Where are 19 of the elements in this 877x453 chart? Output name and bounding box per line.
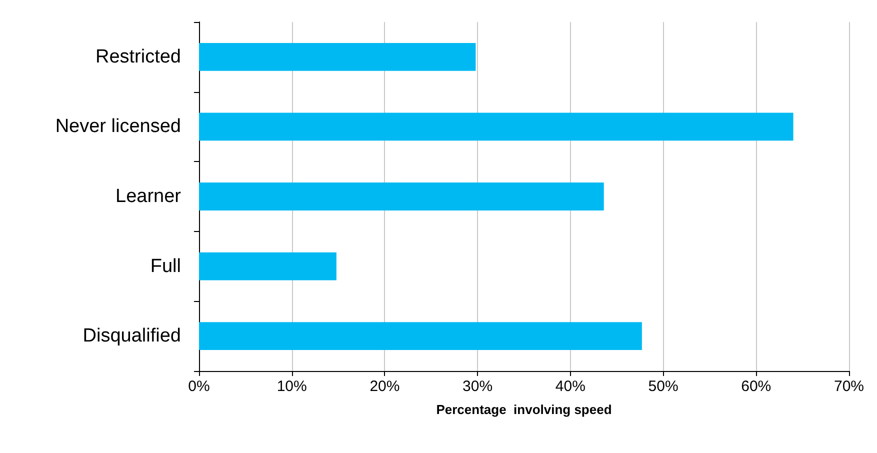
bar <box>199 42 476 71</box>
x-tick-label: 50% <box>648 378 678 395</box>
x-tick-label: 10% <box>276 378 307 395</box>
x-tick-label: 60% <box>741 378 772 395</box>
bar <box>199 252 336 280</box>
bar <box>199 112 794 141</box>
bar <box>199 182 604 210</box>
x-tick-label: 0% <box>188 378 210 395</box>
x-tick-label: 20% <box>370 378 400 395</box>
y-tick-label: Restricted <box>95 46 181 68</box>
y-tick-label: Never licensed <box>55 116 181 138</box>
bar <box>199 322 642 350</box>
x-axis-title: Percentage involving speed <box>436 402 612 417</box>
x-tick-label: 70% <box>834 378 864 395</box>
x-tick-label: 40% <box>555 378 586 395</box>
y-tick-label: Full <box>150 256 181 277</box>
y-tick-label: Disqualified <box>82 326 181 347</box>
x-tick-label: 30% <box>462 378 493 395</box>
y-tick-label: Learner <box>116 186 182 207</box>
